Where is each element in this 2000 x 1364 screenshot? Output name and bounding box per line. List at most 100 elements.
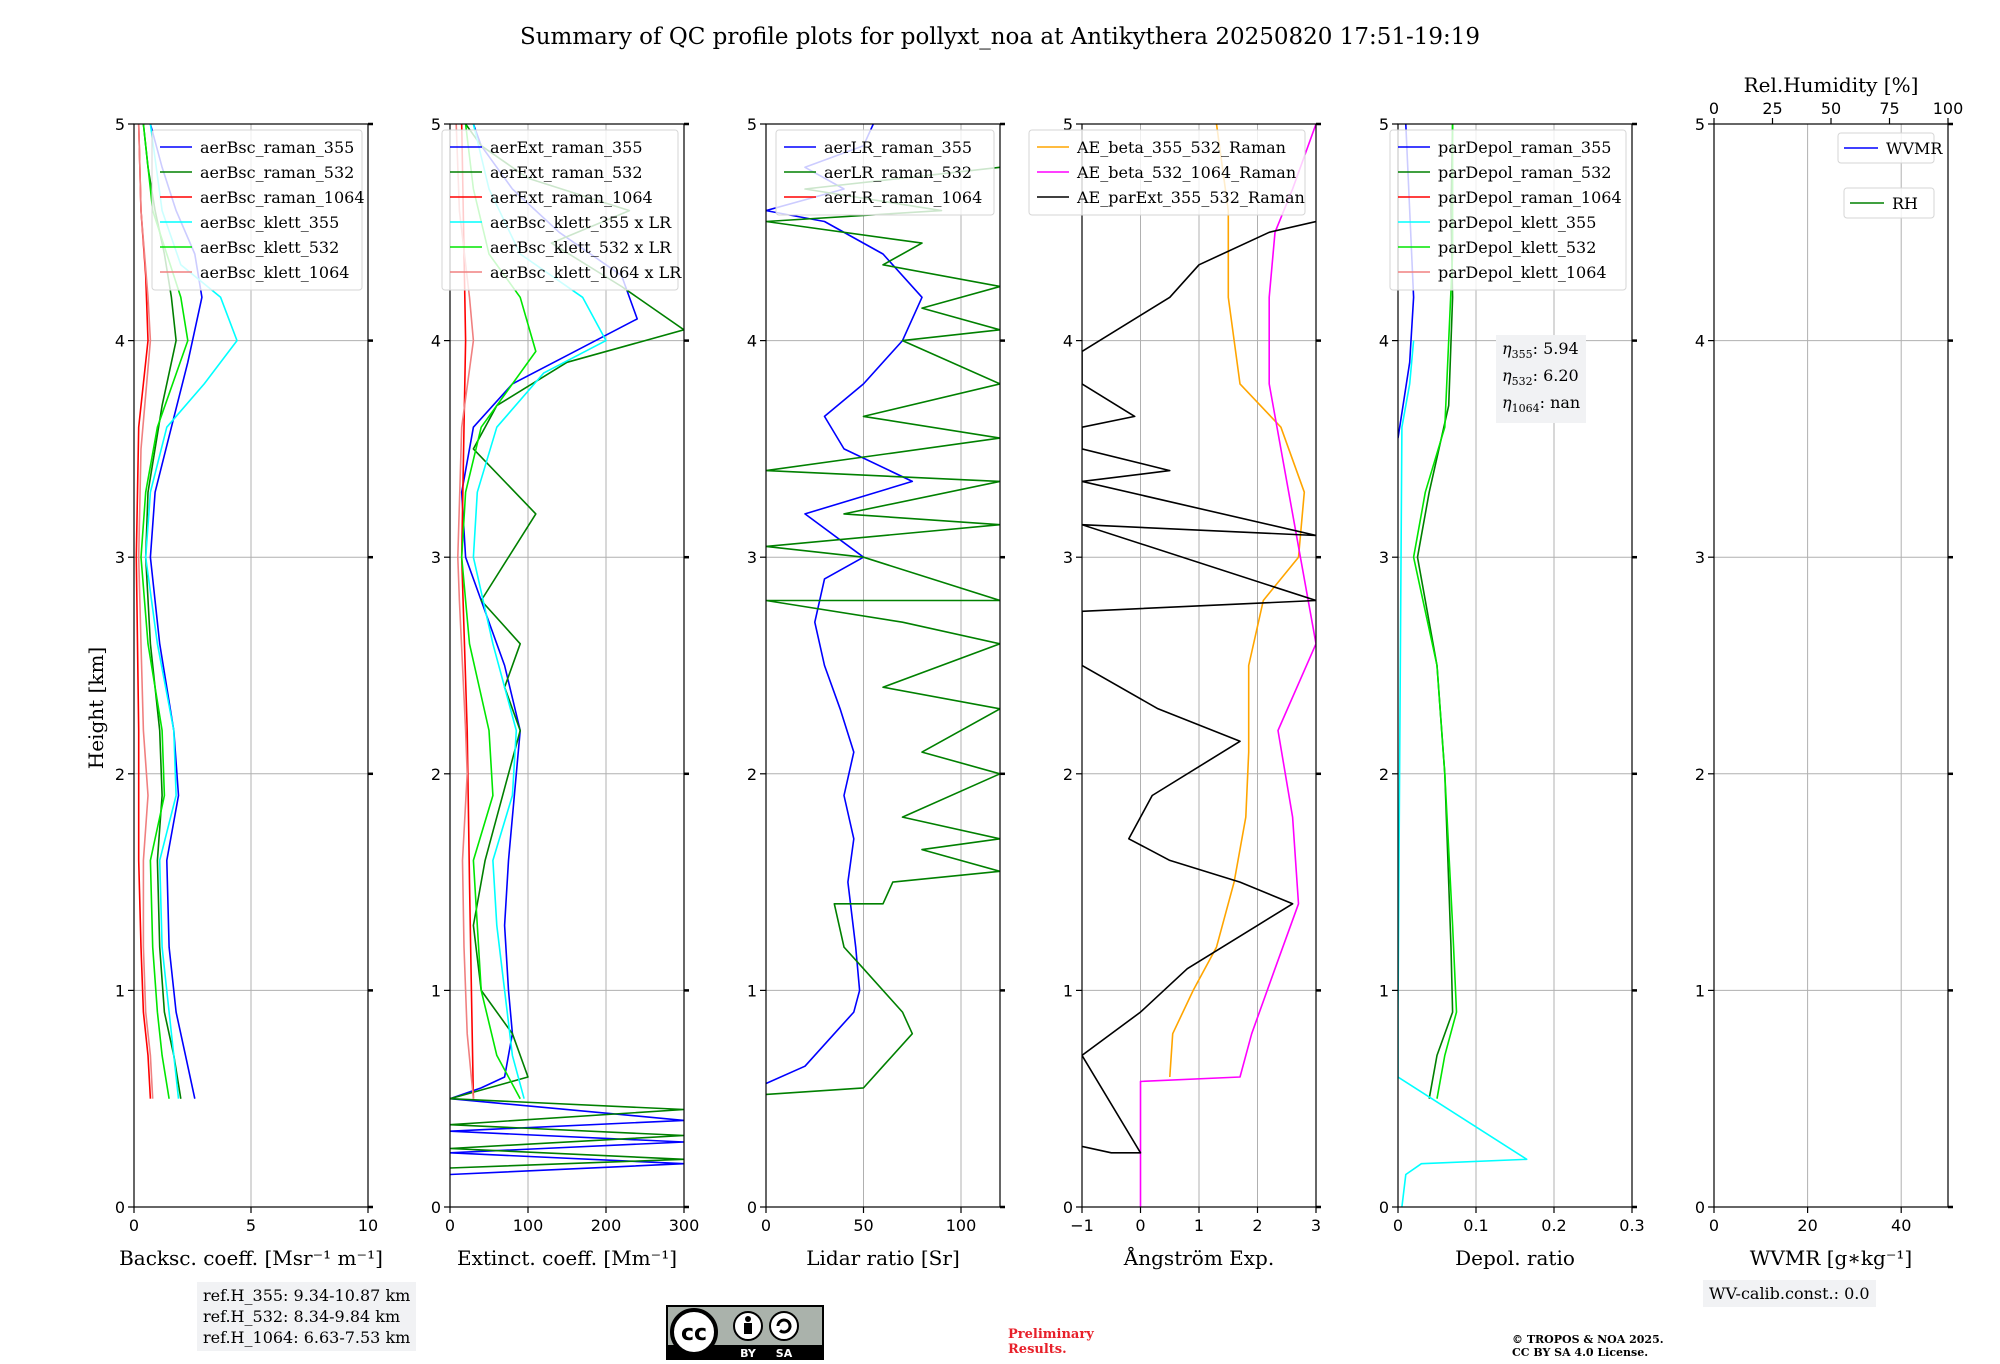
legend-entry-aerExt_raman_1064: aerExt_raman_1064 <box>490 188 653 207</box>
legend-entry-aerBsc_klett_1064 x LR: aerBsc_klett_1064 x LR <box>490 263 682 282</box>
legend-box <box>775 129 995 216</box>
panel-5: 0 1 2 3 4 5 0 0.1 0.2 0.3 Depol. ratio parDepol_ram… <box>1379 115 1645 1270</box>
y-tick-label: 4 <box>431 332 441 351</box>
legend-entry-aerBsc_raman_1064: aerBsc_raman_1064 <box>200 188 365 207</box>
legend-entry-aerLR_raman_532: aerLR_raman_532 <box>824 163 972 182</box>
legend-box <box>1389 129 1627 291</box>
y-tick-label: 2 <box>1695 765 1705 784</box>
x-axis-label: Backsc. coeff. [Msr⁻¹ m⁻¹] <box>119 1246 383 1270</box>
copyright: © TROPOS & NOA 2025. CC BY SA 4.0 Licens… <box>1512 1333 1664 1359</box>
x-tick-label: 0 <box>1709 1216 1719 1235</box>
cc-by-sa-badge: cc BY SA <box>666 1305 824 1360</box>
ref-height-532: ref.H_532: 8.34-9.84 km <box>203 1307 401 1326</box>
cc-sa-label: SA <box>776 1347 793 1360</box>
legend-entry-aerLR_raman_1064: aerLR_raman_1064 <box>824 188 982 207</box>
cc-logo-text: cc <box>681 1321 707 1346</box>
top-x-tick-label: 100 <box>1933 99 1964 118</box>
top-x-tick-label: 75 <box>1879 99 1899 118</box>
panel-1: 0 1 2 3 4 5 0 5 10 Backsc. coeff. [Msr⁻¹ m⁻¹] aerB… <box>115 115 383 1270</box>
x-tick-label: 0.2 <box>1541 1216 1566 1235</box>
x-tick-label: 100 <box>513 1216 544 1235</box>
y-tick-label: 0 <box>115 1198 125 1217</box>
top-x-tick-label: 25 <box>1762 99 1782 118</box>
x-tick-label: 10 <box>358 1216 378 1235</box>
legend-entry-parDepol_klett_532: parDepol_klett_532 <box>1438 238 1596 257</box>
y-tick-label: 4 <box>115 332 125 351</box>
y-tick-label: 1 <box>1379 981 1389 1000</box>
x-axis-label: Depol. ratio <box>1455 1246 1575 1270</box>
legend-entry-WVMR: WVMR <box>1886 139 1943 158</box>
series-line-AE_beta_355_532_Raman <box>1169 124 1306 1078</box>
y-tick-label: 4 <box>1063 332 1073 351</box>
y-tick-label: 5 <box>747 115 757 134</box>
eta-532: η532: 6.20 <box>1502 366 1579 389</box>
legend-entry-aerLR_raman_355: aerLR_raman_355 <box>824 138 972 157</box>
legend-entry-parDepol_raman_532: parDepol_raman_532 <box>1438 163 1611 182</box>
legend-entry-parDepol_raman_1064: parDepol_raman_1064 <box>1438 188 1622 207</box>
y-tick-label: 2 <box>115 765 125 784</box>
legend-entry-aerBsc_klett_532: aerBsc_klett_532 <box>200 238 339 257</box>
x-tick-label: 0 <box>445 1216 455 1235</box>
axes-frame <box>765 123 1001 1208</box>
axes-frame <box>1713 123 1949 1208</box>
x-axis-label: WVMR [g∗kg⁻¹] <box>1750 1246 1912 1270</box>
y-tick-label: 2 <box>431 765 441 784</box>
eta-1064: η1064: nan <box>1502 393 1581 416</box>
y-tick-label: 0 <box>431 1198 441 1217</box>
legend-entry-parDepol_klett_1064: parDepol_klett_1064 <box>1438 263 1607 282</box>
figure-title: Summary of QC profile plots for pollyxt_… <box>520 24 1480 50</box>
eta-355: η355: 5.94 <box>1502 339 1579 362</box>
legend-box <box>1028 129 1306 216</box>
y-tick-label: 5 <box>115 115 125 134</box>
y-tick-label: 4 <box>1695 332 1705 351</box>
x-tick-label: 3 <box>1311 1216 1321 1235</box>
y-tick-label: 5 <box>1063 115 1073 134</box>
y-tick-label: 1 <box>115 981 125 1000</box>
legend-entry-parDepol_raman_355: parDepol_raman_355 <box>1438 138 1611 157</box>
x-axis-label: Ångström Exp. <box>1123 1245 1274 1270</box>
x-tick-label: 50 <box>853 1216 873 1235</box>
cc-by-label: BY <box>740 1347 757 1360</box>
x-tick-label: 40 <box>1891 1216 1911 1235</box>
series-line-aerBsc_klett_1064 x LR <box>455 124 475 1099</box>
legend-entry-AE_beta_532_1064_Raman: AE_beta_532_1064_Raman <box>1076 163 1296 182</box>
y-tick-label: 0 <box>747 1198 757 1217</box>
ref-height-1064: ref.H_1064: 6.63-7.53 km <box>203 1328 411 1347</box>
y-tick-label: 1 <box>431 981 441 1000</box>
y-tick-label: 0 <box>1379 1198 1389 1217</box>
legend-entry-parDepol_klett_355: parDepol_klett_355 <box>1438 213 1596 232</box>
y-tick-label: 4 <box>1379 332 1389 351</box>
legend-entry-aerBsc_klett_355 x LR: aerBsc_klett_355 x LR <box>490 213 672 232</box>
legend-entry-aerBsc_klett_1064: aerBsc_klett_1064 <box>200 263 349 282</box>
legend-entry-AE_parExt_355_532_Raman: AE_parExt_355_532_Raman <box>1076 188 1305 207</box>
x-tick-label: 300 <box>669 1216 700 1235</box>
legend-entry-aerBsc_klett_355: aerBsc_klett_355 <box>200 213 339 232</box>
legend-entry-RH: RH <box>1892 194 1918 213</box>
panel-2: 0 1 2 3 4 5 0 100 200 300 Extinct. coeff. [Mm⁻¹] ae… <box>431 115 699 1270</box>
legend-entry-aerExt_raman_532: aerExt_raman_532 <box>490 163 643 182</box>
legend-entry-aerExt_raman_355: aerExt_raman_355 <box>490 138 643 157</box>
axes-frame <box>449 123 685 1208</box>
x-tick-label: 0 <box>129 1216 139 1235</box>
wv-calib-const: WV-calib.const.: 0.0 <box>1709 1284 1870 1303</box>
y-tick-label: 5 <box>1695 115 1705 134</box>
eta-box: η355: 5.94 η532: 6.20 η1064: nan <box>1496 335 1587 423</box>
series-line-aerExt_raman_1064 <box>460 124 475 1099</box>
x-tick-label: 0 <box>1393 1216 1403 1235</box>
x-tick-label: −1 <box>1070 1216 1094 1235</box>
y-tick-label: 0 <box>1695 1198 1705 1217</box>
y-tick-label: 2 <box>1063 765 1073 784</box>
top-x-tick-label: 0 <box>1709 99 1719 118</box>
top-x-tick-label: 50 <box>1821 99 1841 118</box>
x-axis-label: Extinct. coeff. [Mm⁻¹] <box>457 1246 677 1270</box>
y-tick-label: 1 <box>1063 981 1073 1000</box>
x-tick-label: 5 <box>246 1216 256 1235</box>
y-tick-label: 5 <box>1379 115 1389 134</box>
y-tick-label: 2 <box>1379 765 1389 784</box>
y-tick-label: 3 <box>115 548 125 567</box>
legend-box <box>151 129 363 291</box>
